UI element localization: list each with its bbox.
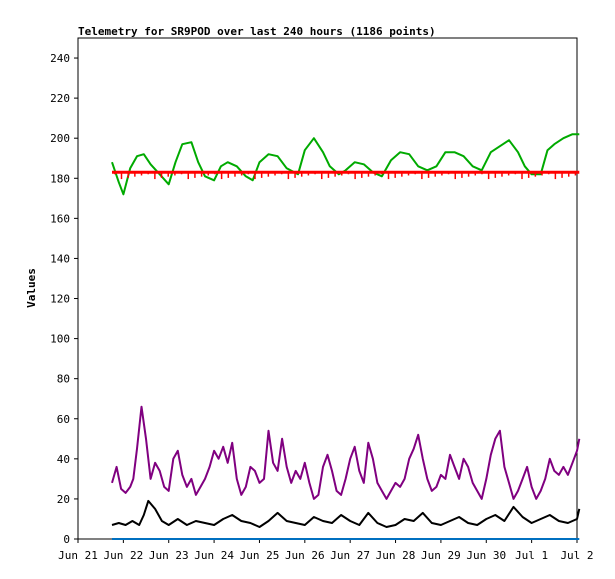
y-tick-label: 200 (50, 132, 70, 145)
y-tick-label: 160 (50, 212, 70, 225)
y-tick-label: 120 (50, 293, 70, 306)
y-tick-label: 40 (57, 453, 70, 466)
y-tick-label: 100 (50, 333, 70, 346)
x-tick-label: Jun 29 (421, 549, 461, 562)
x-tick-label: Jun 23 (149, 549, 189, 562)
x-tick-label: Jun 24 (194, 549, 234, 562)
y-tick-label: 180 (50, 172, 70, 185)
y-axis: 0 20 40 60 80 100 120 140 160 180 200 220 240 (50, 52, 78, 546)
x-tick-label: Jun 28 (376, 549, 416, 562)
y-tick-label: 80 (57, 373, 70, 386)
series-2-spikes (114, 172, 577, 180)
y-tick-label: 60 (57, 413, 70, 426)
x-tick-label: Jul 2 (560, 549, 593, 562)
series-line-3 (111, 405, 581, 500)
series-line-4 (111, 499, 581, 528)
y-tick-label: 140 (50, 252, 70, 265)
x-axis: Jun 21 Jun 22 Jun 23 Jun 24 Jun 25 Jun 26 Jun … (58, 539, 594, 562)
x-tick-label: Jun 27 (330, 549, 370, 562)
plot-frame (77, 37, 578, 540)
series-group (111, 133, 581, 540)
chart-title: Telemetry for SR9POD over last 240 hours… (78, 25, 436, 38)
y-tick-label: 220 (50, 92, 70, 105)
x-tick-label: Jun 30 (466, 549, 506, 562)
x-tick-label: Jul 1 (515, 549, 548, 562)
y-tick-label: 240 (50, 52, 70, 65)
y-axis-label: Values (25, 268, 38, 308)
series-line-1 (111, 133, 580, 196)
x-tick-label: Jun 21 (58, 549, 98, 562)
x-tick-label: Jun 26 (285, 549, 325, 562)
y-tick-label: 0 (63, 533, 70, 546)
x-tick-label: Jun 22 (103, 549, 143, 562)
y-tick-label: 20 (57, 493, 70, 506)
x-tick-label: Jun 25 (240, 549, 280, 562)
